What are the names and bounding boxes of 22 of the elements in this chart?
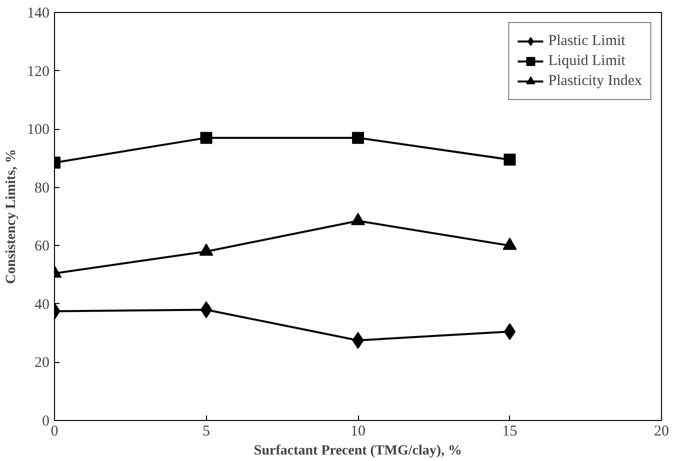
y-tick-label: 40	[34, 296, 50, 313]
point	[200, 132, 212, 144]
y-tick-label: 80	[34, 180, 50, 196]
legend-label: Liquid Limit	[548, 52, 626, 70]
x-tick-label: 15	[502, 424, 518, 440]
y-tick-label: 120	[27, 64, 50, 80]
x-tick-label: 5	[202, 424, 210, 440]
y-tick-label: 60	[34, 238, 50, 255]
y-tick-label: 140	[27, 6, 50, 22]
y-tick-label: 100	[27, 122, 50, 138]
y-tick-label: 20	[34, 355, 50, 372]
legend-label: Plasticity Index	[548, 72, 642, 90]
y-axis-title: Consistency Limits, %	[4, 149, 19, 284]
point	[352, 132, 364, 144]
x-tick-label: 10	[350, 424, 366, 440]
point	[504, 323, 516, 340]
y-tick-label: 0	[42, 414, 50, 430]
point	[504, 154, 516, 166]
x-tick-label: 20	[654, 424, 669, 440]
legend-label: Plastic Limit	[548, 32, 626, 50]
point	[200, 301, 212, 318]
x-axis-title: Surfactant Precent (TMG/clay), %	[254, 444, 462, 458]
